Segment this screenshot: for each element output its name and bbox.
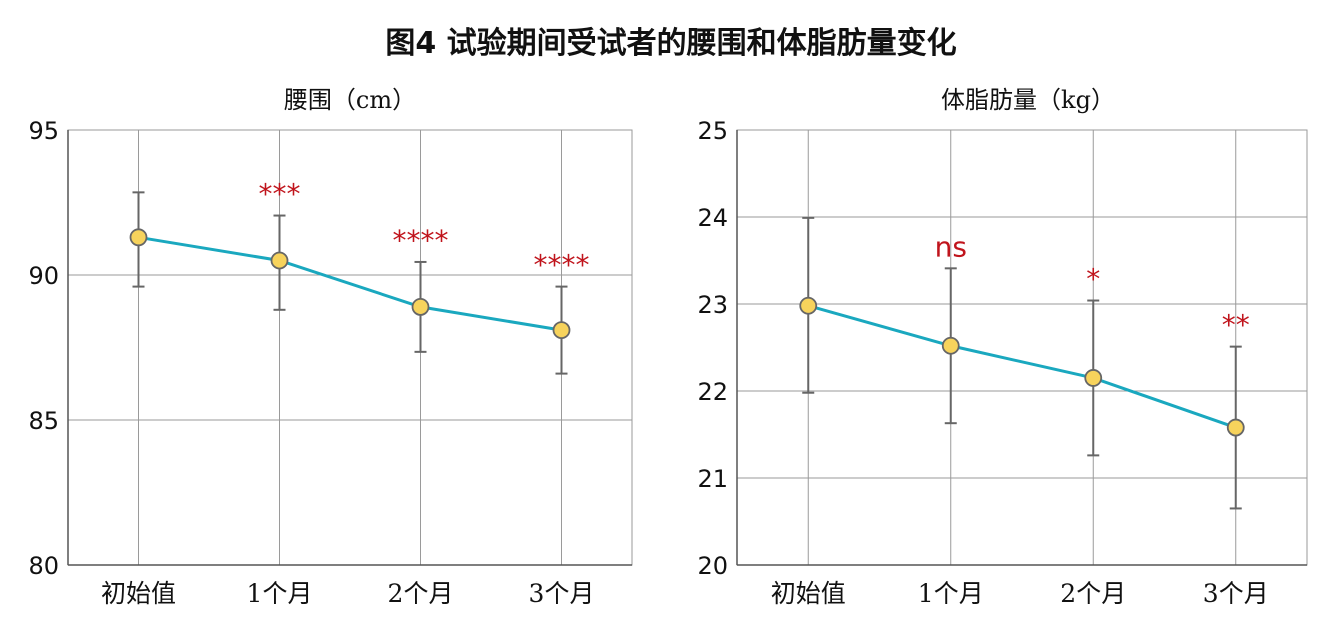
significance-label: **** (534, 249, 590, 282)
y-tick-label: 90 (28, 262, 59, 290)
significance-label: * (1086, 263, 1100, 296)
data-point (129, 228, 148, 247)
plot-frame (736, 129, 1308, 566)
x-tick-label: 初始值 (771, 579, 846, 608)
x-tick-label: 3个月 (529, 579, 595, 608)
page-title: 图4 试验期间受试者的腰围和体脂肪量变化 (385, 26, 957, 61)
data-point (552, 321, 571, 340)
y-tick-label: 80 (28, 552, 59, 580)
y-tick-label: 85 (28, 407, 59, 435)
series-line (138, 235, 562, 332)
y-tick-label: 25 (697, 117, 728, 145)
data-point (1084, 369, 1103, 387)
data-point (270, 251, 289, 270)
y-tick-label: 22 (697, 378, 728, 406)
x-tick-label: 3个月 (1203, 579, 1269, 608)
x-tick-label: 初始值 (101, 579, 176, 608)
significance-label: ** (1222, 309, 1250, 342)
significance-label: *** (259, 178, 301, 211)
x-tick-label: 1个月 (247, 579, 313, 608)
data-point (799, 296, 818, 315)
y-tick-label: 24 (697, 204, 728, 232)
x-tick-label: 1个月 (918, 579, 984, 608)
series-line (807, 304, 1237, 429)
y-tick-label: 95 (28, 117, 59, 145)
data-point (941, 336, 960, 355)
panel-title: 体脂肪量（kg） (941, 86, 1115, 114)
y-tick-label: 21 (697, 465, 728, 493)
panel-title: 腰围（cm） (284, 86, 416, 114)
plot-frame (67, 129, 633, 566)
significance-label: **** (393, 224, 449, 257)
data-point (411, 297, 430, 316)
significance-label: ns (935, 230, 967, 263)
x-tick-label: 2个月 (388, 579, 454, 608)
y-tick-label: 23 (697, 291, 728, 319)
x-tick-label: 2个月 (1060, 579, 1126, 608)
data-point (1226, 418, 1245, 437)
y-tick-label: 20 (697, 552, 728, 580)
